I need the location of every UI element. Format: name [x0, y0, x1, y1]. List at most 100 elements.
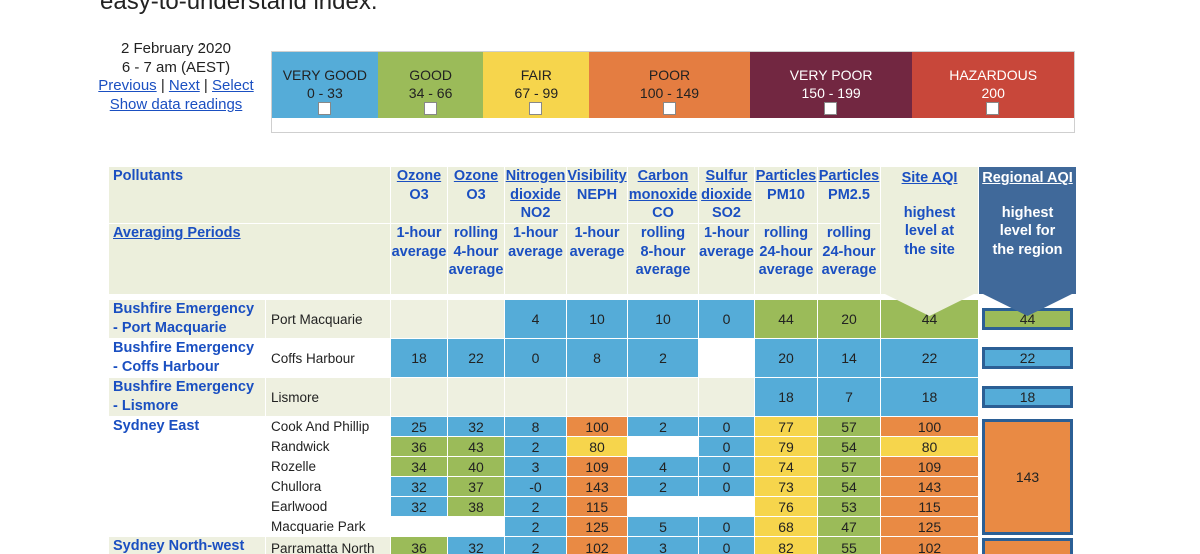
reading-value: 20 [755, 339, 817, 377]
table-row: Bushfire Emergency - Coffs Harbour Coffs H… [109, 339, 1076, 377]
site-name: Coffs Harbour [266, 339, 390, 377]
legend-checkbox[interactable] [662, 102, 676, 115]
regional-aqi-link[interactable]: Regional AQI [982, 170, 1073, 186]
pollutant-name-link[interactable]: Nitrogen dioxide [505, 168, 566, 203]
legend-band-range: 0 - 33 [306, 85, 343, 101]
pollutant-name-link[interactable]: Ozone [453, 168, 499, 184]
table-row: Earlwood 32 38 2 115 76 53 115 [109, 497, 1076, 516]
reading-value: 43 [448, 437, 504, 456]
reading-value: 10 [628, 300, 698, 338]
reading-value: 79 [755, 437, 817, 456]
site-aqi-value: 115 [881, 497, 978, 516]
reading-value [505, 378, 566, 416]
separator: | [203, 77, 208, 94]
table-row: Rozelle 34 40 3 109 4 0 74 57 109 [109, 457, 1076, 476]
site-name: Chullora [266, 477, 390, 496]
reading-value [567, 378, 627, 416]
reading-value: 38 [448, 497, 504, 516]
pollutant-header-no2: Nitrogen dioxide NO2 [505, 167, 566, 223]
legend-band-label: VERY POOR [789, 67, 873, 83]
legend-band-label: FAIR [520, 67, 552, 83]
pollutant-code: SO2 [711, 205, 741, 222]
reading-value: 2 [505, 537, 566, 554]
site-name: Parramatta North [266, 537, 390, 554]
aqi-legend: VERY GOOD 0 - 33 GOOD 34 - 66 FAIR 67 - 99 POO… [271, 51, 1075, 133]
pollutant-name-link[interactable]: Carbon monoxide [628, 168, 698, 203]
site-aqi-value: 125 [881, 517, 978, 536]
legend-band-poor: POOR 100 - 149 [589, 52, 750, 118]
reading-value: 0 [699, 477, 754, 496]
reading-value: 4 [628, 457, 698, 476]
site-aqi-arrow [881, 292, 978, 316]
pollutant-header-pm10: Particles PM10 [755, 167, 817, 223]
site-aqi-link[interactable]: Site AQI [901, 170, 958, 186]
reading-value: 0 [699, 517, 754, 536]
legend-band-very-good: VERY GOOD 0 - 33 [272, 52, 378, 118]
reading-value: 0 [505, 339, 566, 377]
reading-value: 74 [755, 457, 817, 476]
reading-value: -0 [505, 477, 566, 496]
reading-value [628, 497, 698, 516]
pollutant-name-link[interactable]: Sulfur dioxide [701, 168, 752, 203]
reading-value: 109 [567, 457, 627, 476]
pollutant-name-link[interactable]: Particles [755, 168, 817, 184]
legend-checkbox[interactable] [986, 102, 1000, 115]
averaging-periods-header[interactable]: Averaging Periods [109, 224, 390, 294]
select-link[interactable]: Select [212, 77, 254, 94]
regional-aqi-header: Regional AQI highest level for the region [979, 167, 1076, 316]
separator: | [160, 77, 165, 94]
reading-value: 57 [818, 457, 880, 476]
intro-text: easy-to-understand index. [100, 0, 378, 15]
show-data-readings-link[interactable]: Show data readings [109, 95, 243, 113]
legend-checkbox[interactable] [423, 102, 437, 115]
reading-value: 32 [448, 537, 504, 554]
reading-value: 36 [391, 437, 447, 456]
reading-value: 25 [391, 417, 447, 436]
reading-value: 32 [391, 497, 447, 516]
reading-value [699, 497, 754, 516]
reading-value: 32 [448, 417, 504, 436]
site-aqi-value: 102 [881, 537, 978, 554]
legend-band-label: HAZARDOUS [949, 67, 1038, 83]
reading-value: 18 [755, 378, 817, 416]
reading-value: 0 [699, 437, 754, 456]
reading-value [448, 517, 504, 536]
pollutant-name-link[interactable]: Particles [818, 168, 880, 184]
date-label: 2 February 2020 [120, 40, 232, 57]
site-aqi-value: 22 [881, 339, 978, 377]
reading-value: 143 [567, 477, 627, 496]
pollutant-code: PM2.5 [828, 186, 870, 203]
site-aqi-value: 143 [881, 477, 978, 496]
reading-value: 7 [818, 378, 880, 416]
pollutant-name-link[interactable]: Ozone [396, 168, 442, 184]
pollutant-name-link[interactable]: Visibility [567, 168, 627, 184]
reading-value: 10 [567, 300, 627, 338]
next-link[interactable]: Next [168, 77, 200, 94]
averaging-period: rolling 4-hour average [448, 224, 504, 294]
reading-value: 2 [505, 497, 566, 516]
pollutant-header-so2: Sulfur dioxide SO2 [699, 167, 754, 223]
legend-checkbox[interactable] [824, 102, 838, 115]
reading-value: 18 [391, 339, 447, 377]
reading-value: 47 [818, 517, 880, 536]
reading-value [391, 378, 447, 416]
site-name: Earlwood [266, 497, 390, 516]
site-name: Rozelle [266, 457, 390, 476]
previous-link[interactable]: Previous [98, 77, 157, 94]
pollutant-code: NO2 [520, 205, 551, 222]
legend-bands: VERY GOOD 0 - 33 GOOD 34 - 66 FAIR 67 - 99 POO… [272, 52, 1074, 118]
legend-checkbox[interactable] [317, 102, 331, 115]
reading-value: 32 [391, 477, 447, 496]
site-aqi-header: Site AQI highest level at the site [881, 167, 978, 316]
table-row: Chullora 32 37 -0 143 2 0 73 54 143 [109, 477, 1076, 496]
site-aqi-value: 80 [881, 437, 978, 456]
reading-value: 36 [391, 537, 447, 554]
legend-checkbox[interactable] [529, 102, 543, 115]
pollutant-code: O3 [409, 186, 429, 203]
reading-value: 53 [818, 497, 880, 516]
regional-aqi-value: 22 [982, 347, 1073, 369]
site-aqi-description: highest level at the site [903, 204, 956, 258]
reading-value: 22 [448, 339, 504, 377]
reading-value: 8 [567, 339, 627, 377]
region-name: Bushfire Emergency - Lismore [109, 378, 265, 416]
